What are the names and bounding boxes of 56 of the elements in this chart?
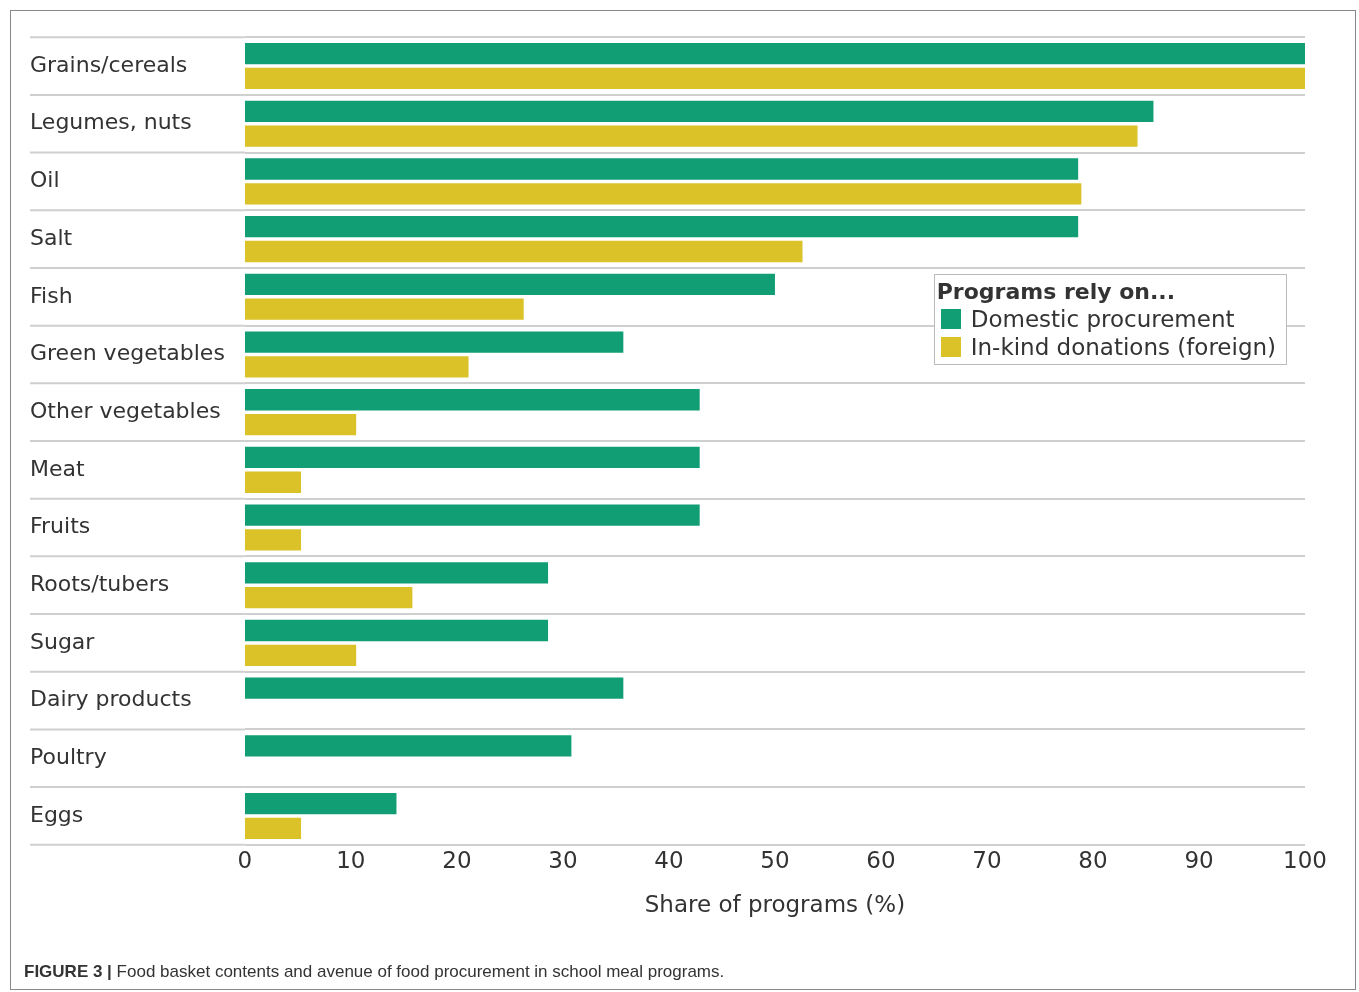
- x-tick-label: 0: [237, 846, 253, 873]
- bar: [244, 586, 413, 609]
- bar: [244, 677, 624, 699]
- bar: [244, 125, 1138, 147]
- caption: FIGURE 3 | Food basket contents and avenue of food procurement in school meal programs.: [24, 962, 725, 981]
- bar: [244, 644, 357, 666]
- bar: [244, 67, 1306, 90]
- y-tick-label: Poultry: [30, 743, 107, 769]
- y-tick-label: Other vegetables: [30, 397, 221, 423]
- bar: [244, 183, 1082, 205]
- bar: [244, 298, 524, 320]
- y-tick-label: Meat: [30, 455, 85, 481]
- bar: [244, 735, 572, 757]
- x-tick-label: 20: [442, 846, 472, 873]
- bar: [244, 42, 1306, 65]
- y-tick-label: Green vegetables: [30, 340, 225, 366]
- x-tick-label: 30: [548, 846, 578, 873]
- bar: [244, 413, 357, 436]
- x-axis-title: Share of programs (%): [644, 891, 906, 918]
- y-tick-label: Legumes, nuts: [30, 109, 192, 135]
- legend-label: Domestic procurement: [970, 305, 1235, 332]
- y-tick-label: Salt: [30, 224, 73, 250]
- bar: [244, 562, 549, 584]
- x-tick-label: 50: [760, 846, 790, 873]
- y-tick-label: Sugar: [30, 628, 96, 654]
- x-tick-label: 60: [866, 846, 896, 873]
- bar: [244, 446, 700, 469]
- y-tick-label: Fruits: [30, 513, 91, 539]
- y-tick-label: Eggs: [30, 801, 84, 827]
- bar: [244, 792, 397, 815]
- bar: [244, 504, 700, 526]
- bar: [244, 158, 1079, 180]
- bar: [244, 331, 624, 353]
- x-tick-label: 70: [972, 846, 1002, 873]
- bar: [244, 817, 302, 840]
- bar: [244, 240, 803, 263]
- x-tick-label: 90: [1184, 846, 1214, 873]
- bar: [244, 273, 775, 296]
- bar: [244, 529, 302, 551]
- x-tick-label: 80: [1078, 846, 1108, 873]
- y-tick-label: Roots/tubers: [30, 570, 170, 596]
- y-tick-label: Grains/cereals: [30, 51, 188, 77]
- legend-label: In-kind donations (foreign): [970, 333, 1277, 360]
- legend-title: Programs rely on...: [936, 278, 1177, 304]
- bar: [244, 471, 302, 493]
- bar: [244, 216, 1079, 238]
- y-tick-label: Oil: [30, 167, 60, 193]
- bar: [244, 389, 700, 411]
- x-tick-label: 10: [336, 846, 366, 873]
- x-tick-label: 100: [1283, 846, 1327, 873]
- bar: [244, 100, 1154, 122]
- x-tick-label: 40: [654, 846, 684, 873]
- bar: [244, 619, 549, 642]
- bar: [244, 356, 469, 378]
- y-tick-label: Fish: [30, 282, 73, 308]
- y-tick-label: Dairy products: [30, 686, 192, 712]
